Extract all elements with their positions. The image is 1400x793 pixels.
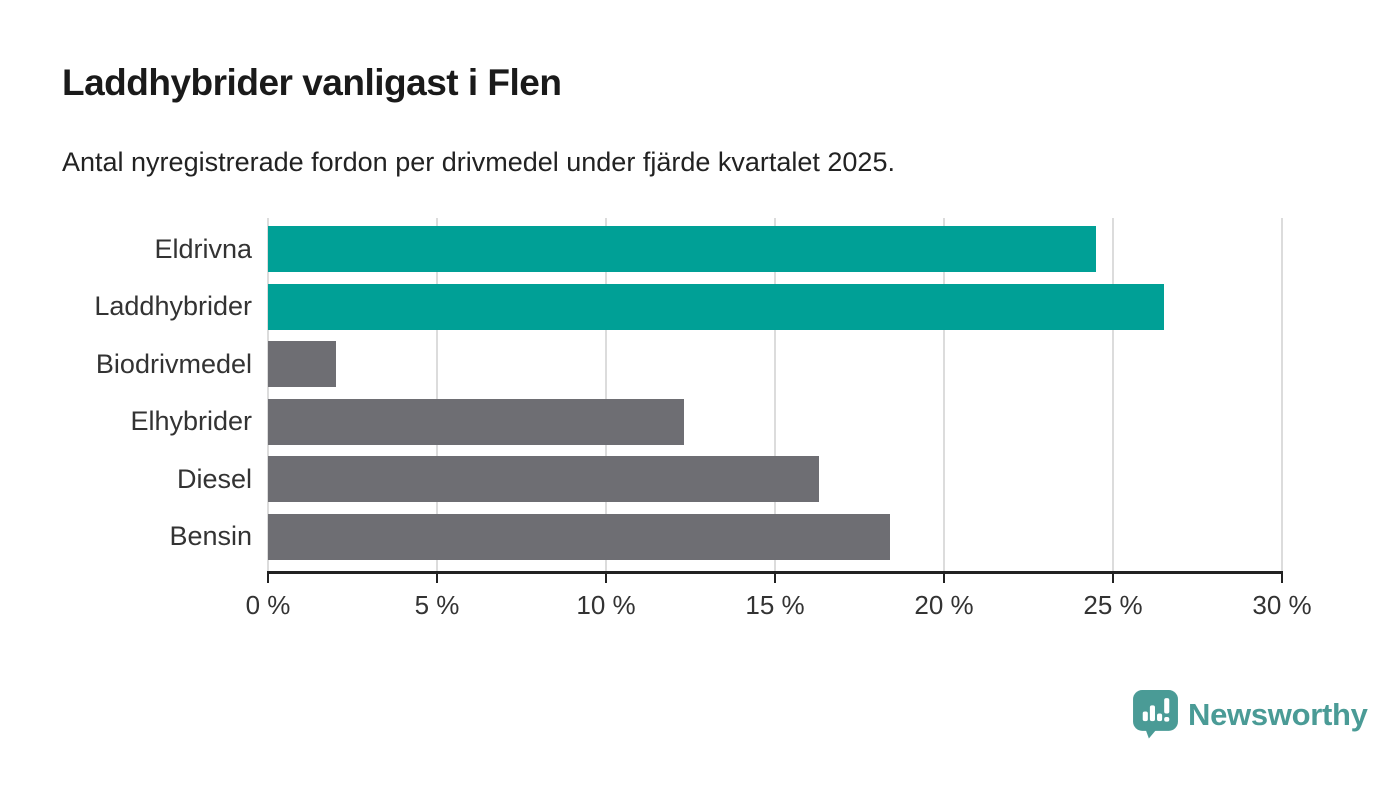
x-tick-label-20: 20 % bbox=[914, 590, 974, 620]
gridline-5 bbox=[436, 218, 438, 571]
x-tick-label-25: 25 % bbox=[1083, 590, 1143, 620]
category-label-biodrivmedel: Biodrivmedel bbox=[95, 348, 252, 379]
bar-chart: Eldrivna Laddhybrider Biodrivmedel Elhybrid… bbox=[0, 218, 1400, 628]
category-label-laddhybrider: Laddhybrider bbox=[94, 291, 252, 321]
newsworthy-logo: Newsworthy bbox=[1133, 690, 1368, 739]
chart-title: Laddhybrider vanligast i Flen bbox=[62, 62, 562, 103]
category-label-bensin: Bensin bbox=[169, 521, 252, 551]
x-tick-label-15: 15 % bbox=[745, 590, 805, 620]
x-tick-label-5: 5 % bbox=[414, 590, 460, 620]
gridline-30 bbox=[1281, 218, 1283, 571]
gridline-10 bbox=[605, 218, 607, 571]
gridline-15 bbox=[774, 218, 776, 571]
x-tick-label-10: 10 % bbox=[576, 590, 636, 620]
x-tick-10 bbox=[605, 574, 607, 583]
chart-subtitle: Antal nyregistrerade fordon per drivmede… bbox=[62, 147, 895, 177]
x-tick-5 bbox=[436, 574, 438, 583]
bar-bensin bbox=[268, 513, 890, 560]
bar-laddhybrider bbox=[268, 283, 1164, 330]
bar-biodrivmedel bbox=[268, 341, 336, 387]
category-label-elhybrider: Elhybrider bbox=[130, 406, 252, 436]
x-tick-30 bbox=[1281, 574, 1283, 583]
bar-elhybrider bbox=[268, 398, 684, 445]
x-tick-25 bbox=[1112, 574, 1114, 583]
category-label-eldrivna: Eldrivna bbox=[154, 233, 252, 264]
x-axis-line bbox=[267, 571, 1283, 574]
gridline-0 bbox=[267, 218, 269, 571]
newsworthy-brand-name: Newsworthy bbox=[1188, 696, 1368, 732]
x-tick-15 bbox=[774, 574, 776, 583]
x-tick-20 bbox=[943, 574, 945, 583]
x-tick-label-0: 0 % bbox=[245, 590, 291, 620]
x-tick-label-30: 30 % bbox=[1252, 590, 1312, 620]
plot-area bbox=[267, 218, 1283, 571]
gridline-25 bbox=[1112, 218, 1114, 571]
category-label-diesel: Diesel bbox=[176, 463, 252, 494]
gridline-20 bbox=[943, 218, 945, 571]
x-tick-0 bbox=[267, 574, 269, 583]
newsworthy-speech-bubble-bar-chart-icon bbox=[1133, 690, 1178, 739]
bar-eldrivna bbox=[268, 226, 1097, 272]
bar-diesel bbox=[268, 456, 819, 502]
